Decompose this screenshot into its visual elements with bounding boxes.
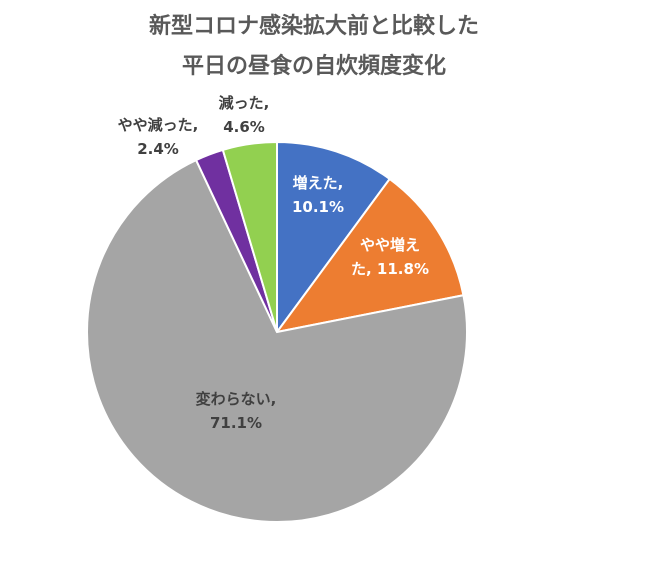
- slice-label-3-line-1: 変わらない,: [196, 390, 277, 408]
- slice-label-5-line-2: 4.6%: [223, 118, 265, 136]
- pie-slice-5: [221, 140, 278, 333]
- slice-label-2-line-2: た, 11.8%: [351, 260, 429, 278]
- slice-label-1-line-2: 10.1%: [292, 198, 344, 216]
- slice-label-4-line-1: やや減った,: [118, 116, 199, 134]
- slice-label-5-line-1: 減った,: [219, 94, 270, 112]
- slice-label-1-line-1: 増えた,: [293, 174, 344, 192]
- pie-slice-1: [276, 140, 392, 336]
- chart-title-line-2: 平日の昼食の自炊頻度変化: [182, 53, 446, 79]
- pie-slice-3: [86, 158, 468, 523]
- slice-label-2-line-1: やや増え: [360, 236, 420, 254]
- pie-slice-2: [274, 177, 465, 334]
- slice-label-3-line-2: 71.1%: [210, 414, 262, 432]
- slice-label-4-line-2: 2.4%: [137, 140, 179, 158]
- pie-slices: [86, 140, 468, 523]
- chart-title-line-1: 新型コロナ感染拡大前と比較した: [149, 13, 479, 39]
